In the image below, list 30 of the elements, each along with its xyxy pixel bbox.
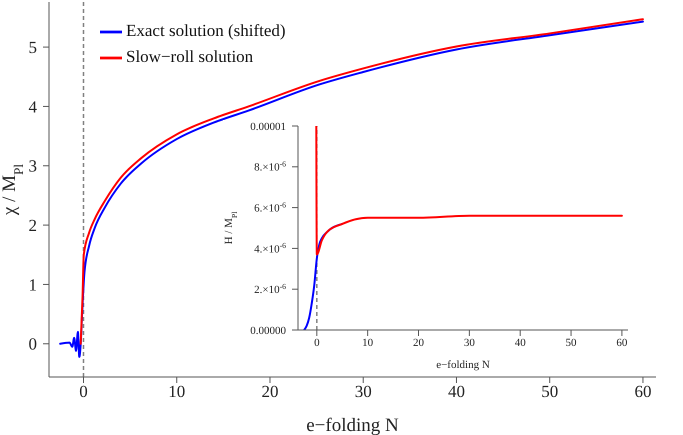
legend-label: Exact solution (shifted) <box>126 21 286 40</box>
legend-label: Slow−roll solution <box>126 47 254 66</box>
y-tick-label: 1 <box>28 275 37 294</box>
x-tick-label: 40 <box>514 336 526 349</box>
y-tick-label: 2.×10$^{-6}$ <box>254 282 286 296</box>
x-axis-title: e−folding N <box>306 415 400 435</box>
x-tick-label: 10 <box>168 382 186 402</box>
y-tick-label: 5 <box>28 38 37 58</box>
x-tick-label: 50 <box>566 336 578 349</box>
x-tick-label: 40 <box>448 382 465 402</box>
x-tick-label: 60 <box>616 336 628 349</box>
y-tick-label: 3 <box>28 156 37 176</box>
x-tick-label: 0 <box>79 382 88 402</box>
line-series <box>315 126 623 256</box>
x-tick-label: 30 <box>464 336 476 349</box>
y-tick-label: 2 <box>28 216 37 236</box>
x-tick-label: 60 <box>634 382 652 402</box>
x-axis-title: e−folding N <box>436 359 490 371</box>
y-tick-label: 0.00001 <box>250 120 286 133</box>
x-tick-label: 20 <box>413 336 425 349</box>
x-tick-label: 50 <box>541 382 558 402</box>
x-tick-label: 30 <box>354 382 372 402</box>
x-tick-label: 0 <box>314 336 320 349</box>
y-tick-label: 4.×10$^{-6}$ <box>254 240 286 256</box>
y-tick-label: 4 <box>28 97 38 116</box>
x-tick-label: 10 <box>362 336 374 349</box>
y-tick-label: 8.×10$^{-6}$ <box>254 159 286 174</box>
y-tick-label: 0.00000 <box>250 324 286 337</box>
x-tick-label: 20 <box>261 382 278 402</box>
y-tick-label: 6.×10$^{-6}$ <box>254 200 286 214</box>
